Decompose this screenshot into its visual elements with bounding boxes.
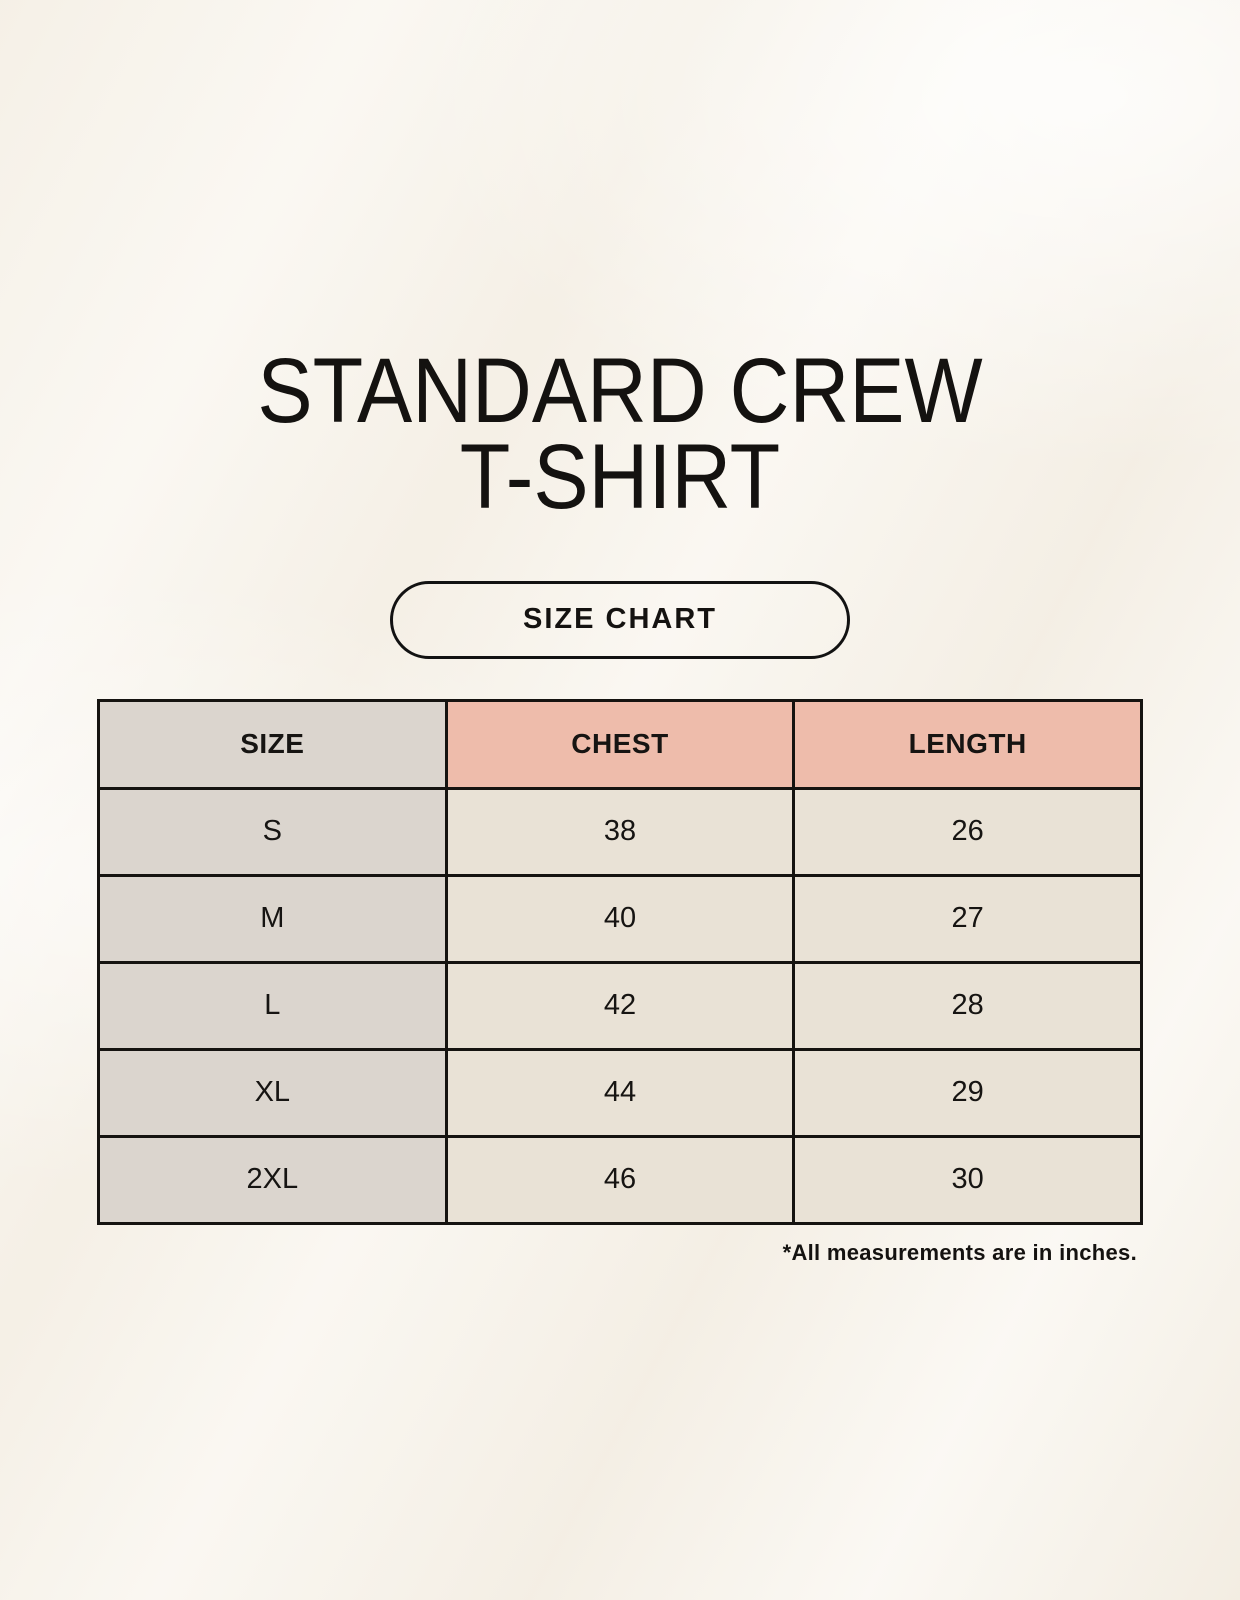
size-label: 2XL xyxy=(97,1134,448,1225)
chest-value: 42 xyxy=(444,960,796,1051)
table-row: 2XL 46 30 xyxy=(97,1134,1143,1225)
measurements-footnote: *All measurements are in inches. xyxy=(782,1239,1137,1265)
column-header-size: SIZE xyxy=(97,698,448,790)
table-row: XL 44 29 xyxy=(97,1047,1143,1138)
size-chart-button-label: SIZE CHART xyxy=(523,603,717,636)
size-label: M xyxy=(97,873,448,964)
length-value: 27 xyxy=(792,873,1143,964)
size-chart-button[interactable]: SIZE CHART xyxy=(390,580,850,659)
size-chart-table: SIZE CHEST LENGTH S 38 26 M 40 27 L 42 2… xyxy=(97,698,1143,1225)
chest-value: 38 xyxy=(444,786,796,877)
table-row: M 40 27 xyxy=(97,873,1143,964)
size-label: XL xyxy=(97,1047,448,1138)
length-value: 28 xyxy=(792,960,1143,1051)
size-label: S xyxy=(97,786,448,877)
chest-value: 40 xyxy=(444,873,796,964)
table-row: S 38 26 xyxy=(97,786,1143,877)
chest-value: 46 xyxy=(444,1134,796,1225)
column-header-chest: CHEST xyxy=(444,698,796,790)
table-row: L 42 28 xyxy=(97,960,1143,1051)
column-header-length: LENGTH xyxy=(792,698,1143,790)
length-value: 26 xyxy=(792,786,1143,877)
table-header-row: SIZE CHEST LENGTH xyxy=(97,698,1143,790)
page-title-line2: T-SHIRT xyxy=(459,426,781,529)
length-value: 29 xyxy=(792,1047,1143,1138)
length-value: 30 xyxy=(792,1134,1143,1225)
page-title: STANDARD CREW T-SHIRT xyxy=(62,0,1178,523)
size-label: L xyxy=(97,960,448,1051)
page-title-line1: STANDARD CREW xyxy=(257,340,983,442)
chest-value: 44 xyxy=(444,1047,796,1138)
